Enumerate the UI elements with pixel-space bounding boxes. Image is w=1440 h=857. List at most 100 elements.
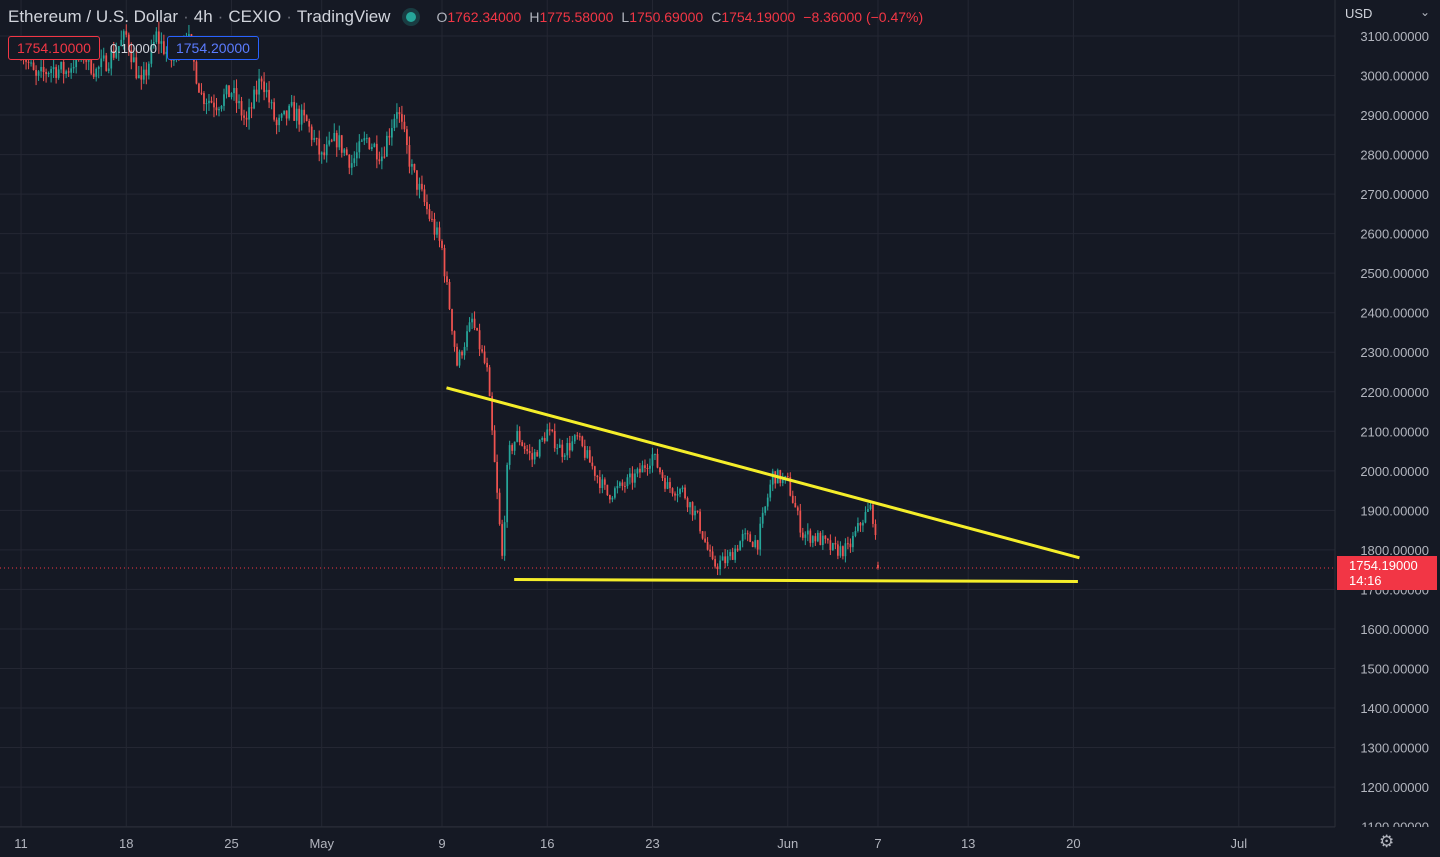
- candle-body: [578, 436, 581, 438]
- candle-body: [110, 50, 113, 69]
- candle-body: [671, 488, 674, 494]
- y-tick-label: 2700.00000: [1360, 187, 1429, 202]
- candlestick-series: [20, 21, 879, 576]
- y-tick-label: 1800.00000: [1360, 543, 1429, 558]
- separator: ·: [286, 7, 292, 26]
- candle-body: [463, 346, 466, 356]
- close-label: C: [711, 9, 722, 25]
- candle-body: [90, 54, 93, 74]
- candle-body: [731, 552, 734, 560]
- candle-body: [541, 437, 544, 440]
- buy-button[interactable]: 1754.20000: [166, 36, 259, 60]
- candle-body: [634, 473, 636, 483]
- candle-body: [85, 60, 88, 62]
- y-tick-label: 3100.00000: [1360, 29, 1429, 44]
- candle-body: [120, 39, 123, 47]
- trendline-upper: [446, 386, 1080, 560]
- last-price-tag: 1754.19000 14:16: [1337, 556, 1437, 590]
- sell-button[interactable]: 1754.10000: [8, 36, 100, 60]
- symbol-title[interactable]: Ethereum / U.S. Dollar: [8, 7, 179, 26]
- candle-body: [348, 154, 351, 168]
- candle-body: [701, 531, 704, 539]
- platform-label: TradingView: [296, 7, 391, 26]
- candle-body: [25, 58, 27, 62]
- candle-body: [508, 445, 511, 465]
- open-label: O: [436, 9, 448, 25]
- candle-body: [538, 439, 541, 457]
- candle-body: [558, 444, 561, 448]
- candle-body: [546, 429, 549, 442]
- gear-icon[interactable]: ⚙: [1379, 832, 1395, 851]
- candle-body: [155, 31, 158, 43]
- candle-body: [829, 540, 832, 550]
- candle-body: [603, 479, 606, 485]
- candle-body: [260, 78, 263, 82]
- low-value: 1750.69000: [629, 9, 704, 25]
- x-tick-label: 18: [119, 836, 133, 851]
- candle-body: [854, 531, 857, 536]
- candle-body: [476, 327, 478, 331]
- x-tick-label: 13: [961, 836, 975, 851]
- candle-body: [739, 541, 742, 551]
- interval-label[interactable]: 4h: [193, 7, 213, 26]
- candle-body: [248, 107, 250, 120]
- candle-body: [55, 67, 58, 78]
- candle-body: [35, 70, 37, 76]
- x-tick-label: 23: [645, 836, 659, 851]
- candle-body: [127, 34, 130, 51]
- y-tick-label: 2600.00000: [1360, 227, 1429, 242]
- candle-body: [736, 548, 739, 551]
- candle-body: [325, 144, 328, 156]
- candle-body: [273, 102, 275, 120]
- candle-body: [468, 322, 471, 332]
- candle-body: [771, 471, 774, 485]
- candle-body: [345, 149, 348, 155]
- candle-body: [646, 467, 649, 469]
- candle-body: [293, 102, 296, 121]
- x-tick-label: Jun: [777, 836, 798, 851]
- candle-body: [343, 149, 346, 153]
- exchange-label: CEXIO: [228, 7, 282, 26]
- candle-body: [298, 108, 301, 125]
- candle-body: [598, 477, 601, 488]
- candle-body: [105, 55, 108, 71]
- y-tick-label: 2500.00000: [1360, 266, 1429, 281]
- candle-body: [115, 51, 118, 58]
- candle-body: [791, 495, 794, 503]
- candle-body: [721, 556, 724, 561]
- candle-body: [32, 62, 35, 71]
- candle-body: [220, 105, 223, 109]
- candle-body: [481, 349, 483, 352]
- candle-body: [859, 523, 862, 526]
- candle-body: [208, 100, 210, 104]
- candle-body: [40, 66, 42, 72]
- candle-body: [152, 42, 155, 46]
- candle-body: [669, 482, 671, 489]
- time-axis: 11 18 25 May 9 16 23 Jun 7 13 20 Jul: [0, 826, 1440, 857]
- spread-value: 0.10000: [109, 40, 157, 56]
- candle-body: [659, 467, 661, 473]
- y-tick-label: 2400.00000: [1360, 306, 1429, 321]
- candle-body: [614, 488, 616, 498]
- candle-body: [526, 449, 529, 452]
- time-axis-bg: [0, 827, 1440, 857]
- candle-body: [606, 484, 609, 496]
- market-status-icon[interactable]: [406, 12, 417, 22]
- candle-body: [112, 50, 115, 58]
- candle-body: [759, 523, 762, 550]
- candle-body: [837, 544, 839, 556]
- candle-body: [766, 497, 769, 507]
- candle-body: [729, 552, 732, 557]
- separator: ·: [217, 7, 224, 26]
- candle-body: [300, 109, 303, 125]
- candle-body: [330, 140, 333, 142]
- candle-body: [195, 61, 198, 84]
- y-tick-label: 1300.00000: [1360, 741, 1429, 756]
- candle-body: [270, 102, 273, 104]
- candle-body: [626, 477, 629, 487]
- chevron-down-icon[interactable]: ⌄: [1420, 5, 1431, 19]
- candle-body: [523, 445, 526, 450]
- candle-body: [706, 541, 709, 550]
- currency-selector[interactable]: USD: [1345, 6, 1373, 21]
